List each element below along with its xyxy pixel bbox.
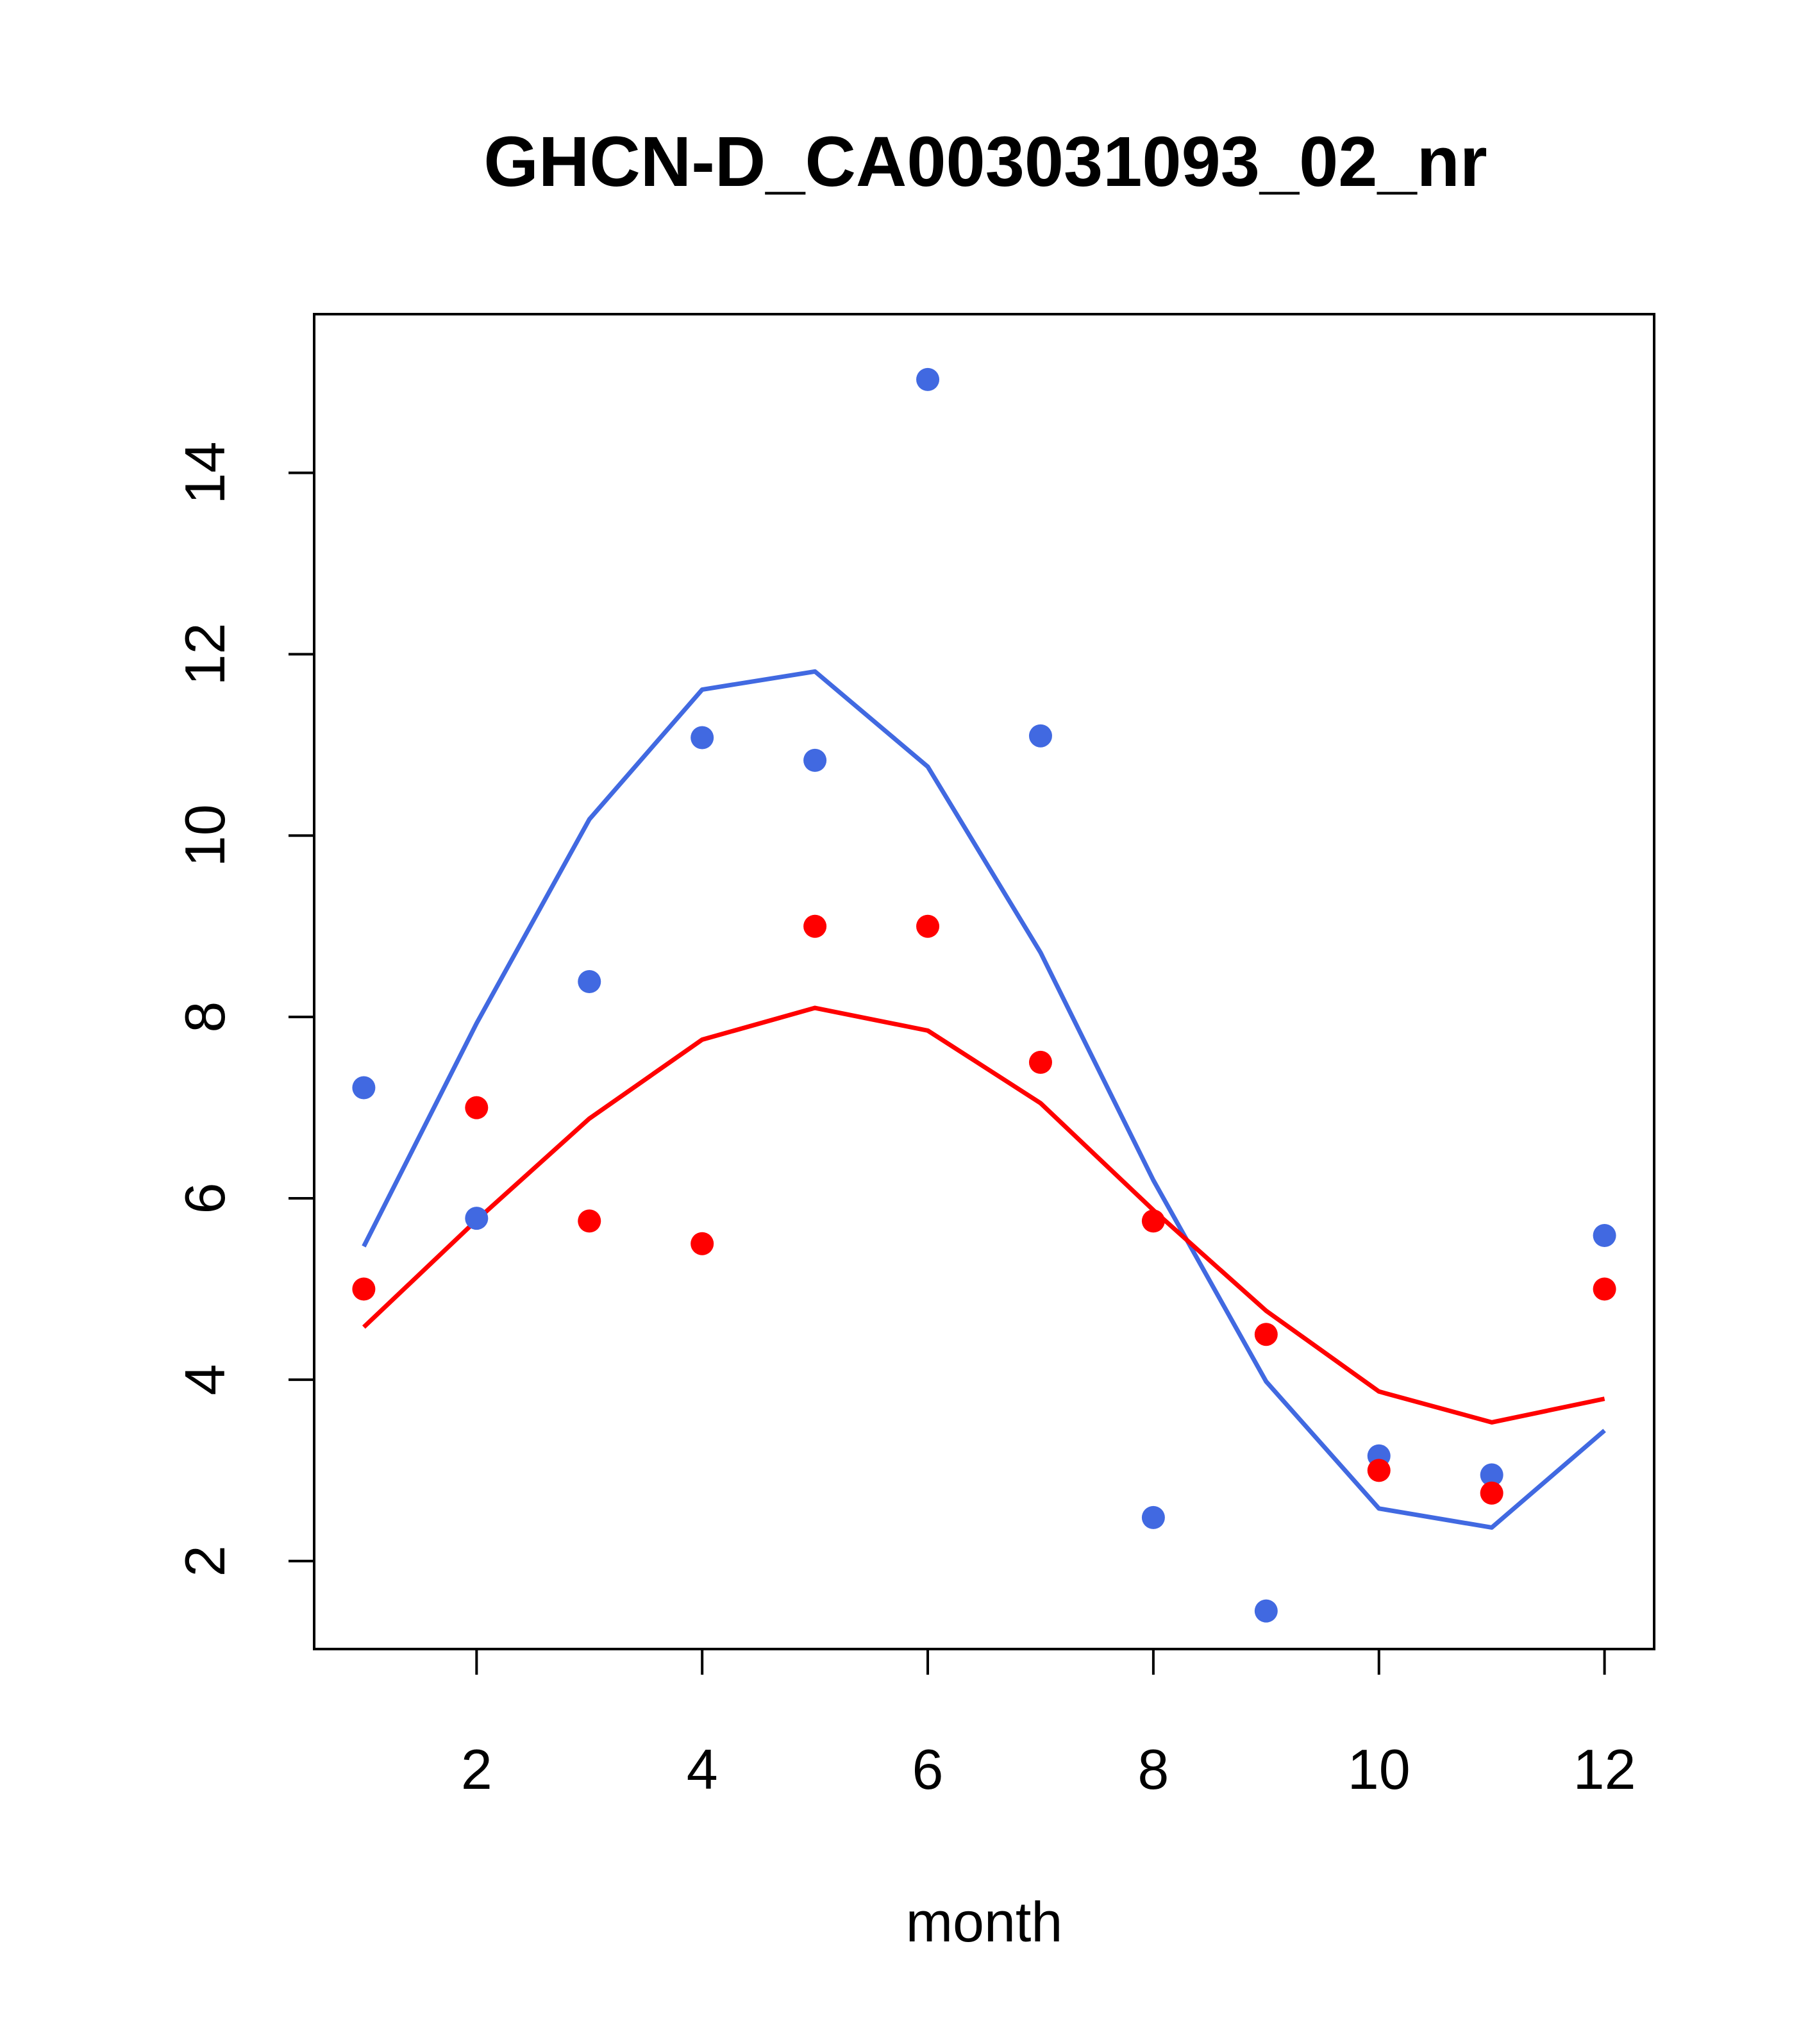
blue-points-point-6 (916, 367, 940, 391)
red-points-point-4 (691, 1232, 714, 1255)
red-points-point-5 (803, 914, 827, 938)
red-points-point-10 (1367, 1459, 1391, 1482)
blue-points-point-3 (578, 970, 601, 993)
red-line-series (362, 1005, 1605, 1425)
y-tick-label-2: 2 (173, 1545, 237, 1577)
x-tick-label-2: 2 (461, 1738, 492, 1801)
red-points-point-9 (1254, 1323, 1278, 1346)
red-points-point-2 (465, 1096, 489, 1119)
x-tick-label-6: 6 (912, 1738, 944, 1801)
blue-points-point-9 (1254, 1599, 1278, 1623)
blue-points-point-5 (803, 748, 827, 772)
red-points-point-8 (1141, 1209, 1165, 1233)
x-axis: 2 4 6 8 10 12 (461, 1649, 1636, 1801)
y-tick-label-4: 4 (173, 1364, 237, 1395)
y-tick-label-6: 6 (173, 1183, 237, 1214)
red-points-point-12 (1593, 1277, 1616, 1301)
x-tick-label-10: 10 (1348, 1738, 1411, 1801)
blue-line-series (362, 669, 1606, 1530)
y-tick-label-8: 8 (173, 1001, 237, 1033)
red-points-point-1 (352, 1277, 376, 1301)
x-tick-label-12: 12 (1573, 1738, 1636, 1801)
blue-points-point-1 (352, 1076, 376, 1100)
blue-points-point-8 (1141, 1505, 1165, 1529)
y-tick-label-14: 14 (173, 442, 237, 505)
blue-points-point-2 (465, 1207, 489, 1230)
x-tick-label-8: 8 (1137, 1738, 1169, 1801)
series-lines (362, 669, 1606, 1530)
chart-title: GHCN-D_CA003031093_02_nr (483, 122, 1487, 201)
blue-points-point-12 (1593, 1224, 1616, 1248)
blue-points-point-7 (1028, 724, 1052, 748)
y-tick-label-12: 12 (173, 623, 237, 685)
y-tick-label-10: 10 (173, 804, 237, 867)
x-axis-label: month (906, 1890, 1063, 1954)
x-tick-label-4: 4 (687, 1738, 718, 1801)
blue-points-point-11 (1480, 1463, 1503, 1487)
red-points-point-3 (578, 1209, 601, 1233)
y-axis: 2 4 6 8 10 12 14 (173, 442, 314, 1577)
red-points-point-7 (1028, 1050, 1052, 1074)
plot-frame (313, 313, 1655, 1650)
blue-points-point-4 (691, 726, 714, 750)
red-points-point-11 (1480, 1481, 1503, 1505)
red-points-point-6 (916, 914, 940, 938)
series-points (352, 367, 1616, 1623)
